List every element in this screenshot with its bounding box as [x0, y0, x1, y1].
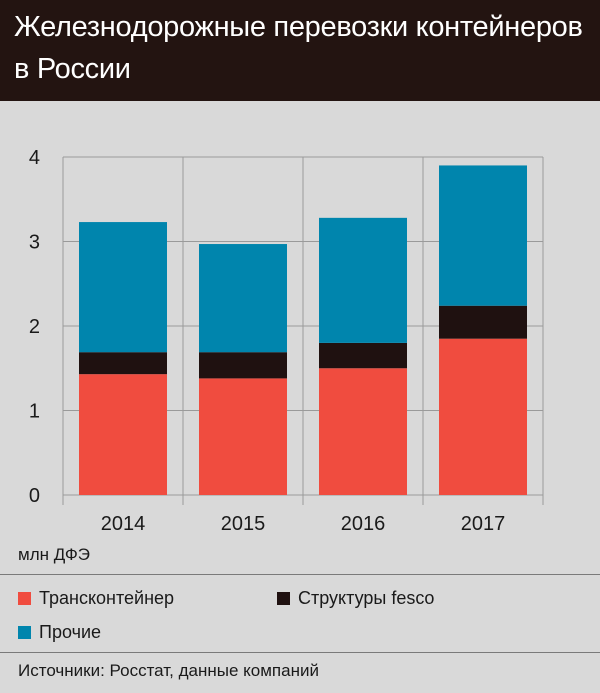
bar-segment — [319, 217, 407, 343]
bar-layer — [79, 165, 527, 495]
y-axis-unit-label: млн ДФЭ — [18, 545, 91, 564]
legend-item-other: Прочие — [18, 621, 101, 643]
bar-segment — [319, 368, 407, 495]
bar-segment — [79, 352, 167, 375]
bar-segment — [199, 244, 287, 353]
axis-layer: 0 1 2 3 4 2014 2015 2016 2017 — [29, 147, 505, 535]
legend-label: Трансконтейнер — [39, 588, 175, 608]
source-top-divider — [0, 652, 600, 653]
chart-title: Железнодорожные перевозки контейнеров в … — [14, 11, 583, 85]
y-tick-label: 0 — [29, 485, 40, 507]
bar-segment — [79, 374, 167, 495]
source-note: Источники: Росстат, данные компаний — [18, 661, 319, 680]
y-tick-label: 1 — [29, 401, 40, 423]
bar-segment — [199, 378, 287, 495]
legend-swatch — [18, 625, 31, 639]
bar-segment — [439, 305, 527, 339]
x-tick-label: 2017 — [461, 513, 506, 535]
bar-segment — [199, 352, 287, 379]
stacked-bar-chart: 0 1 2 3 4 2014 2015 2016 2017 — [29, 147, 544, 535]
bar-segment — [439, 338, 527, 495]
y-tick-label: 3 — [29, 232, 40, 254]
x-tick-label: 2015 — [221, 513, 266, 535]
legend-item-fesco: Структуры fesco — [277, 587, 434, 609]
bar-segment — [439, 165, 527, 306]
bar-segment — [79, 222, 167, 353]
legend-swatch — [18, 591, 31, 605]
legend-top-divider — [0, 574, 600, 575]
x-tick-label: 2016 — [341, 513, 386, 535]
legend-item-transcontainer: Трансконтейнер — [18, 587, 174, 609]
legend-label: Структуры fesco — [298, 588, 435, 608]
x-tick-label: 2014 — [101, 513, 146, 535]
legend-swatch — [277, 591, 290, 605]
y-tick-label: 2 — [29, 316, 40, 338]
y-tick-label: 4 — [29, 147, 40, 169]
legend-label: Прочие — [39, 622, 102, 642]
chart-header: Железнодорожные перевозки контейнеров в … — [0, 0, 600, 101]
bar-segment — [319, 342, 407, 369]
